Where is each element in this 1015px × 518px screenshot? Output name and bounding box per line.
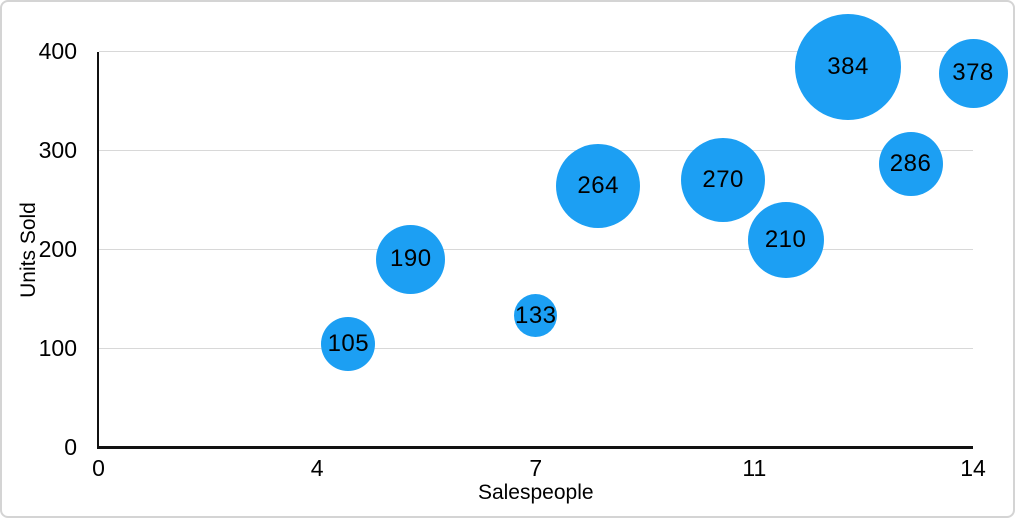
bubble-point-378[interactable]: 378 xyxy=(938,38,1008,108)
y-tick-label-300: 300 xyxy=(38,137,77,163)
bubble-value-label: 384 xyxy=(827,53,869,81)
y-tick-label-100: 100 xyxy=(38,335,77,361)
x-tick-label-14: 14 xyxy=(960,455,986,481)
bubble-value-label: 270 xyxy=(702,166,744,194)
bubble-point-270[interactable]: 270 xyxy=(681,138,766,223)
bubble-point-105[interactable]: 105 xyxy=(321,316,376,371)
bubble-value-label: 286 xyxy=(889,150,932,178)
x-axis-line xyxy=(97,446,973,449)
gridline-y-300 xyxy=(98,150,973,151)
bubble-point-286[interactable]: 286 xyxy=(878,132,943,197)
bubble-point-190[interactable]: 190 xyxy=(376,224,446,294)
bubble-value-label: 264 xyxy=(577,172,619,200)
x-axis-title: Salespeople xyxy=(477,481,594,504)
bubble-point-133[interactable]: 133 xyxy=(514,294,558,338)
gridline-y-400 xyxy=(98,51,973,52)
y-axis-title: Units Sold xyxy=(17,201,40,298)
bubble-value-label: 105 xyxy=(327,329,370,357)
bubble-point-210[interactable]: 210 xyxy=(747,201,824,278)
x-tick-label-11: 11 xyxy=(742,455,767,481)
y-axis-line xyxy=(97,51,99,449)
x-tick-label-0: 0 xyxy=(92,455,105,481)
bubble-value-label: 133 xyxy=(514,301,557,329)
bubble-value-label: 210 xyxy=(764,225,807,253)
bubble-value-label: 190 xyxy=(390,245,432,273)
y-tick-label-0: 0 xyxy=(64,434,77,460)
x-tick-label-7: 7 xyxy=(529,455,543,481)
x-tick-label-4: 4 xyxy=(310,455,324,481)
bubble-point-264[interactable]: 264 xyxy=(556,144,641,229)
gridline-y-200 xyxy=(98,249,973,250)
y-tick-label-400: 400 xyxy=(38,38,77,64)
gridline-y-100 xyxy=(98,348,973,349)
y-tick-label-200: 200 xyxy=(38,236,77,262)
bubble-value-label: 378 xyxy=(952,59,994,87)
bubble-point-384[interactable]: 384 xyxy=(795,14,902,121)
